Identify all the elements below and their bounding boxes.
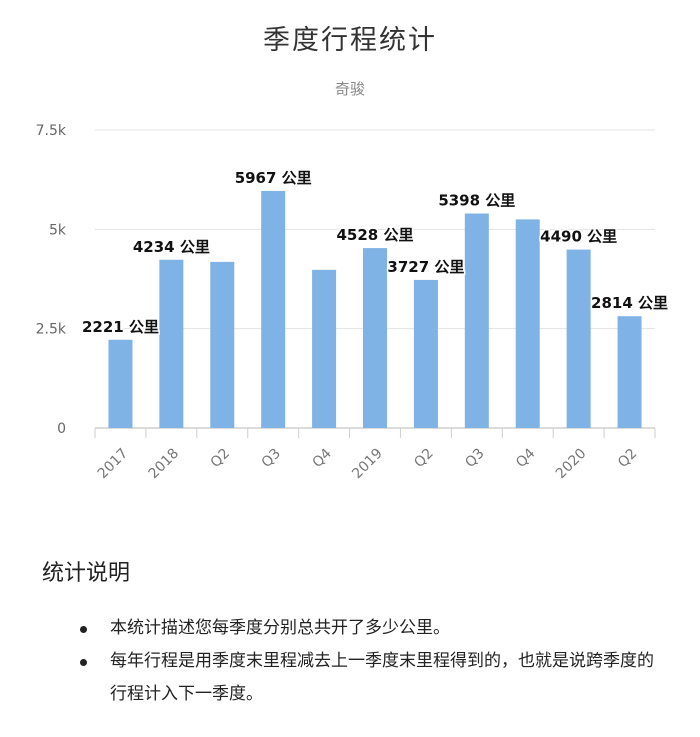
chart-title: 季度行程统计: [263, 25, 437, 56]
data-label: 4490 公里: [540, 228, 617, 246]
data-label: 4234 公里: [133, 238, 210, 256]
x-tick-label: 2017: [95, 446, 132, 483]
bar: [515, 219, 540, 428]
bar: [464, 213, 489, 428]
x-tick-label: Q2: [208, 446, 233, 471]
y-tick-label: 0: [57, 421, 66, 437]
x-tick-label: 2019: [349, 446, 386, 483]
data-label: 5398 公里: [438, 192, 515, 210]
data-label: 4528 公里: [337, 226, 414, 244]
note-item: 每年行程是用季度末里程减去上一季度末里程得到的，也就是说跨季度的行程计入下一季度…: [80, 645, 670, 711]
chart-subtitle: 奇骏: [334, 80, 365, 98]
x-tick-label: Q3: [462, 446, 487, 471]
data-label: 2814 公里: [591, 294, 668, 312]
x-tick-label: 2020: [553, 446, 590, 483]
x-tick-label: 2018: [146, 446, 183, 483]
bar: [210, 261, 235, 428]
y-tick-label: 2.5k: [36, 322, 67, 338]
x-tick-label: Q2: [411, 446, 436, 471]
y-tick-label: 5k: [49, 222, 67, 238]
note-item: 本统计描述您每季度分别总共开了多少公里。: [80, 612, 670, 645]
bar: [261, 190, 286, 428]
data-label: 2221 公里: [82, 318, 159, 336]
notes-heading: 统计说明: [42, 561, 131, 586]
bar: [108, 339, 133, 428]
y-tick-label: 7.5k: [36, 123, 67, 139]
x-tick-label: Q2: [615, 446, 640, 471]
data-label: 5967 公里: [235, 169, 312, 187]
notes-list: 本统计描述您每季度分别总共开了多少公里。 每年行程是用季度末里程减去上一季度末里…: [80, 612, 670, 711]
bar: [413, 279, 438, 428]
x-tick-label: Q4: [310, 445, 335, 470]
bar: [363, 248, 387, 428]
bar: [312, 269, 337, 428]
bar-chart: 0 2.5k 5k 7.5k 2017 2018 Q2 Q3 Q4 2019 Q2 Q3 Q4 2020 Q…: [36, 123, 670, 483]
data-label: 3727 公里: [387, 258, 464, 276]
bar: [617, 316, 642, 428]
x-tick-label: Q4: [513, 445, 538, 470]
x-tick-label: Q3: [259, 446, 284, 471]
bar: [159, 259, 184, 428]
bar: [566, 249, 591, 428]
